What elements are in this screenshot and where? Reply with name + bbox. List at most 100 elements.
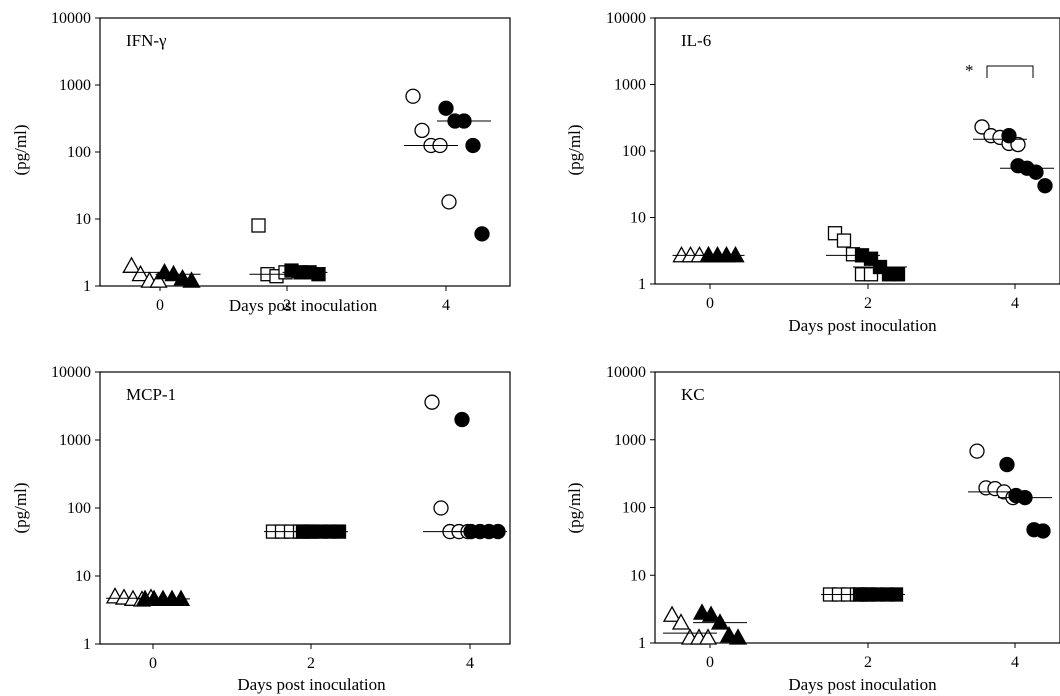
- x-tick-label: 0: [706, 654, 714, 671]
- x-tick-label: 2: [283, 297, 291, 314]
- y-tick-label: 10000: [606, 364, 646, 381]
- y-tick-label: 10: [630, 210, 646, 227]
- group-day0-open: [662, 605, 718, 645]
- data-point-square: [311, 267, 326, 282]
- group-day4-open: [404, 88, 458, 210]
- y-tick-label: 10000: [51, 364, 91, 381]
- data-point-triangle: [710, 613, 730, 630]
- data-point-triangle: [671, 613, 691, 630]
- x-axis-label: Days post inoculation: [788, 675, 937, 694]
- data-point-circle: [1028, 164, 1044, 180]
- data-point-circle: [1037, 178, 1053, 194]
- panel-2: 1 10 100 1000 10000 0 2 4 Days post inoculation (…: [565, 10, 1060, 335]
- plot-frame: [99, 17, 511, 287]
- y-tick-label: 1000: [59, 432, 91, 449]
- y-tick-label: 100: [622, 143, 646, 160]
- y-tick-label: 10: [75, 568, 91, 585]
- x-tick-label: 2: [307, 655, 315, 672]
- x-axis-label: Days post inoculation: [229, 296, 378, 315]
- x-axis-label: Days post inoculation: [237, 675, 386, 694]
- y-tick-label: 1000: [614, 77, 646, 94]
- group-day0-filled: [692, 603, 748, 645]
- data-point-triangle: [701, 605, 721, 622]
- x-tick-label: 4: [1011, 295, 1019, 312]
- group-day4-filled: [437, 100, 491, 242]
- y-axis-label: (pg/ml): [565, 483, 584, 534]
- group-day0-filled: [155, 262, 201, 288]
- y-tick-label: 1: [638, 635, 646, 652]
- group-day2-filled: [282, 263, 328, 282]
- data-point-circle: [441, 194, 457, 210]
- x-tick-label: 2: [864, 654, 872, 671]
- data-point-circle: [424, 394, 440, 410]
- y-axis-label: (pg/ml): [11, 483, 30, 534]
- data-point-triangle: [122, 256, 141, 273]
- data-point-circle: [405, 88, 421, 104]
- y-tick-label: 100: [67, 500, 91, 517]
- data-point-triangle: [662, 605, 682, 622]
- y-tick-label: 10000: [606, 10, 646, 27]
- y-tick-label: 1000: [59, 77, 91, 94]
- group-day2-filled: [851, 587, 905, 602]
- data-point-circle: [438, 100, 454, 116]
- group-day4-open: [973, 119, 1027, 153]
- y-tick-label: 10: [75, 211, 91, 228]
- y-axis-label: (pg/ml): [565, 125, 584, 176]
- x-tick-label: 0: [156, 297, 164, 314]
- x-tick-label: 0: [149, 655, 157, 672]
- significance-bracket: [986, 65, 1034, 78]
- data-point-triangle: [171, 589, 191, 606]
- group-day0-filled: [699, 245, 745, 263]
- y-axis-label: (pg/ml): [11, 125, 30, 176]
- panel-title: IFN-γ: [126, 31, 167, 50]
- data-point-circle: [1035, 523, 1051, 539]
- data-point-circle: [454, 411, 470, 428]
- data-point-triangle: [149, 271, 168, 288]
- x-tick-label: 0: [706, 295, 714, 312]
- panel-1: 1 10 100 1000 10000 0 2 4 Days post inoculation (…: [11, 10, 511, 315]
- plot-frame: [654, 17, 1060, 285]
- data-point-triangle: [182, 271, 201, 288]
- data-point-triangle: [164, 264, 183, 282]
- y-tick-label: 10: [630, 567, 646, 584]
- data-point-circle: [433, 500, 449, 516]
- data-point-circle: [969, 443, 985, 459]
- data-point-circle: [999, 456, 1015, 473]
- group-day2-filled: [294, 524, 348, 539]
- x-tick-label: 2: [864, 295, 872, 312]
- data-point-circle: [1001, 128, 1017, 144]
- data-point-triangle: [131, 264, 150, 282]
- y-tick-label: 10000: [51, 10, 91, 27]
- data-point-circle: [414, 122, 430, 139]
- x-axis-label: Days post inoculation: [788, 316, 937, 335]
- data-point-circle: [1010, 136, 1026, 153]
- panel-title: KC: [681, 385, 705, 404]
- y-tick-label: 100: [67, 144, 91, 161]
- panel-3: 1 10 100 1000 10000 0 2 4 Days post inoculation (…: [11, 364, 511, 694]
- group-day2-filled: [853, 248, 907, 282]
- data-point-square: [890, 267, 906, 282]
- y-tick-label: 1: [83, 278, 91, 295]
- y-tick-label: 100: [622, 500, 646, 517]
- panel-4: 1 10 100 1000 10000 0 2 4 Days post inoculation (…: [565, 364, 1060, 694]
- data-point-circle: [465, 137, 481, 154]
- group-day4-filled: [1000, 128, 1054, 194]
- data-point-circle: [474, 226, 490, 242]
- y-tick-label: 1: [638, 276, 646, 293]
- y-tick-label: 1000: [614, 432, 646, 449]
- group-day0-open: [122, 256, 168, 288]
- group-day4-filled: [998, 456, 1052, 539]
- data-point-square: [251, 218, 266, 233]
- significance-marker: *: [965, 61, 974, 80]
- data-point-triangle: [726, 245, 745, 263]
- x-tick-label: 4: [1011, 654, 1019, 671]
- panel-title: MCP-1: [126, 385, 176, 404]
- group-day4-filled: [453, 411, 507, 540]
- x-tick-label: 4: [442, 297, 450, 314]
- data-point-square: [836, 233, 852, 248]
- group-day0-filled: [135, 589, 191, 606]
- y-tick-label: 1: [83, 636, 91, 653]
- plot-frame: [654, 371, 1060, 644]
- panel-title: IL-6: [681, 31, 711, 50]
